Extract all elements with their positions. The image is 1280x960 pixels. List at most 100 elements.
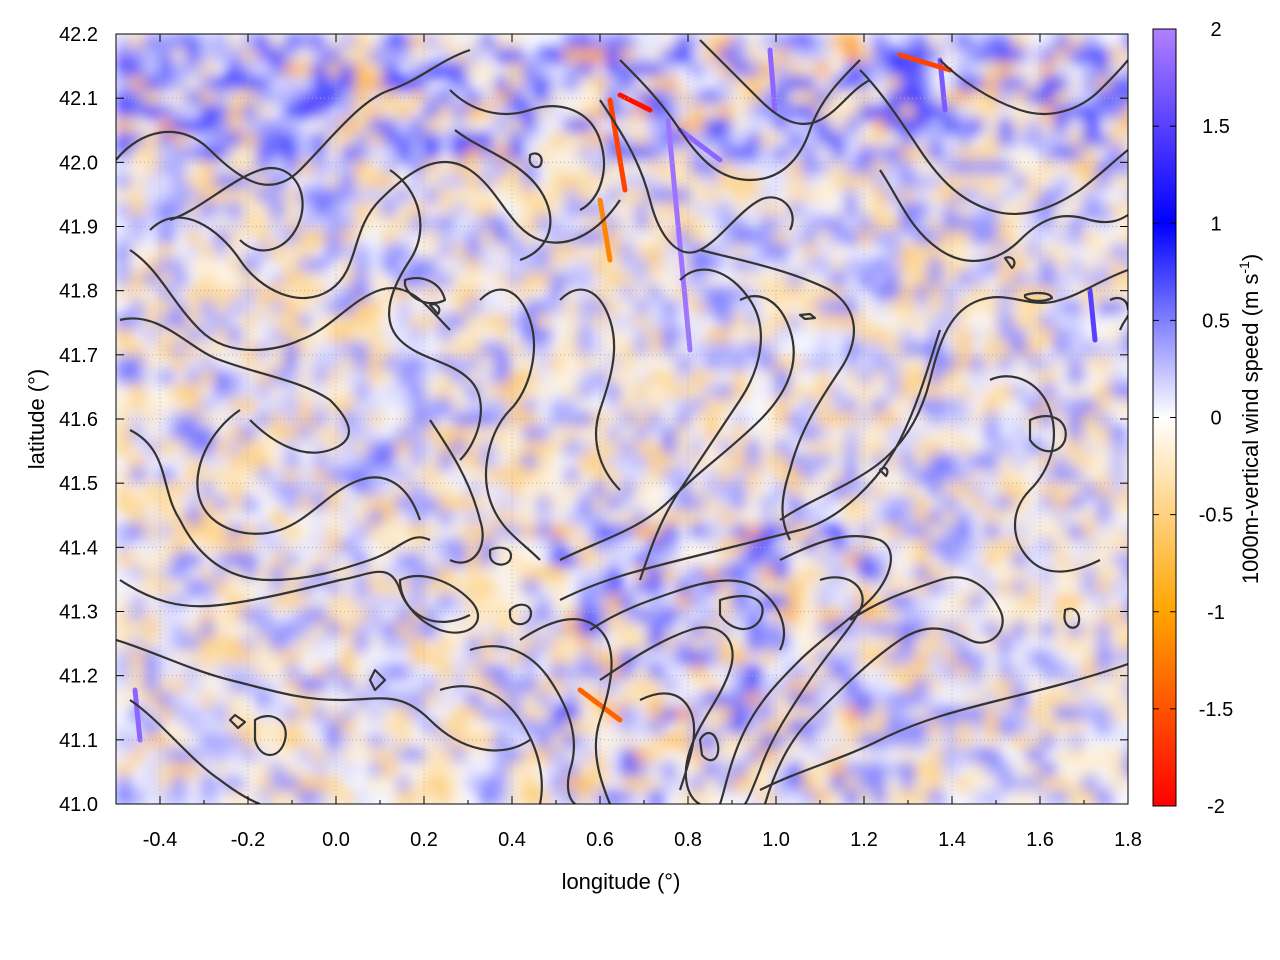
field-cell: [1082, 468, 1098, 484]
field-cell: [172, 384, 188, 400]
field-cell: [466, 342, 482, 358]
field-cell: [452, 454, 468, 470]
field-cell: [928, 790, 944, 804]
field-cell: [1012, 580, 1028, 596]
field-cell: [242, 454, 258, 470]
field-cell: [382, 342, 398, 358]
field-cell: [718, 650, 734, 666]
field-cell: [256, 482, 272, 498]
field-cell: [886, 118, 902, 134]
field-cell: [578, 384, 594, 400]
field-cell: [704, 356, 720, 372]
field-cell: [662, 76, 678, 92]
field-cell: [830, 398, 846, 414]
field-cell: [872, 720, 888, 736]
field-cell: [634, 706, 650, 722]
field-cell: [1054, 118, 1070, 134]
field-cell: [396, 146, 412, 162]
field-cell: [1012, 636, 1028, 652]
field-cell: [858, 692, 874, 708]
field-cell: [984, 748, 1000, 764]
field-cell: [900, 76, 916, 92]
field-cell: [648, 664, 664, 680]
field-cell: [788, 566, 804, 582]
field-cell: [858, 104, 874, 120]
field-cell: [1068, 650, 1084, 666]
field-cell: [242, 62, 258, 78]
field-cell: [186, 776, 202, 792]
field-cell: [634, 244, 650, 260]
field-cell: [648, 272, 664, 288]
field-cell: [578, 62, 594, 78]
field-cell: [242, 272, 258, 288]
field-cell: [1096, 328, 1112, 344]
field-cell: [550, 678, 566, 694]
field-cell: [326, 580, 342, 596]
field-cell: [620, 538, 636, 554]
field-cell: [718, 706, 734, 722]
field-cell: [242, 622, 258, 638]
colorbar-tick-label: 0: [1210, 408, 1221, 430]
field-cell: [172, 356, 188, 372]
field-cell: [452, 286, 468, 302]
field-cell: [312, 356, 328, 372]
field-cell: [242, 90, 258, 106]
field-cell: [466, 650, 482, 666]
field-cell: [438, 538, 454, 554]
contour-line: [253, 714, 287, 757]
field-cell: [774, 440, 790, 456]
contour-line: [169, 167, 304, 252]
field-cell: [270, 552, 286, 568]
field-cell: [270, 90, 286, 106]
x-tick-label: 1.4: [938, 829, 966, 851]
field-cell: [1124, 118, 1128, 134]
field-cell: [900, 510, 916, 526]
field-cell: [340, 398, 356, 414]
contour-line: [559, 329, 942, 601]
field-cell: [382, 216, 398, 232]
x-tick-label: 1.8: [1114, 829, 1142, 851]
field-cell: [634, 146, 650, 162]
field-cell: [1096, 356, 1112, 372]
field-cell: [928, 678, 944, 694]
field-cell: [578, 230, 594, 246]
field-cell: [648, 720, 664, 736]
field-cell: [522, 202, 538, 218]
field-cell: [186, 426, 202, 442]
field-cell: [172, 580, 188, 596]
field-cell: [844, 160, 860, 176]
field-cell: [900, 454, 916, 470]
field-cell: [326, 538, 342, 554]
field-cell: [382, 48, 398, 64]
field-cell: [802, 790, 818, 804]
field-cell: [508, 566, 524, 582]
field-cell: [452, 594, 468, 610]
field-cell: [1068, 188, 1084, 204]
field-cell: [256, 412, 272, 428]
field-cell: [620, 244, 636, 260]
field-cell: [1068, 76, 1084, 92]
field-cell: [354, 748, 370, 764]
field-cell: [550, 790, 566, 804]
field-cell: [1082, 566, 1098, 582]
field-cell: [1040, 594, 1056, 610]
field-cell: [214, 34, 230, 50]
field-cell: [1124, 356, 1128, 372]
field-cell: [578, 496, 594, 512]
field-cell: [732, 510, 748, 526]
field-cell: [970, 90, 986, 106]
field-cell: [200, 426, 216, 442]
field-cell: [340, 720, 356, 736]
field-cell: [1054, 244, 1070, 260]
field-cell: [1054, 468, 1070, 484]
field-cell: [256, 790, 272, 804]
field-cell: [550, 734, 566, 750]
field-cell: [144, 174, 160, 190]
field-cell: [242, 384, 258, 400]
field-cell: [620, 748, 636, 764]
field-cell: [200, 580, 216, 596]
field-cell: [508, 174, 524, 190]
field-cell: [942, 160, 958, 176]
field-cell: [816, 440, 832, 456]
field-cell: [1054, 230, 1070, 246]
